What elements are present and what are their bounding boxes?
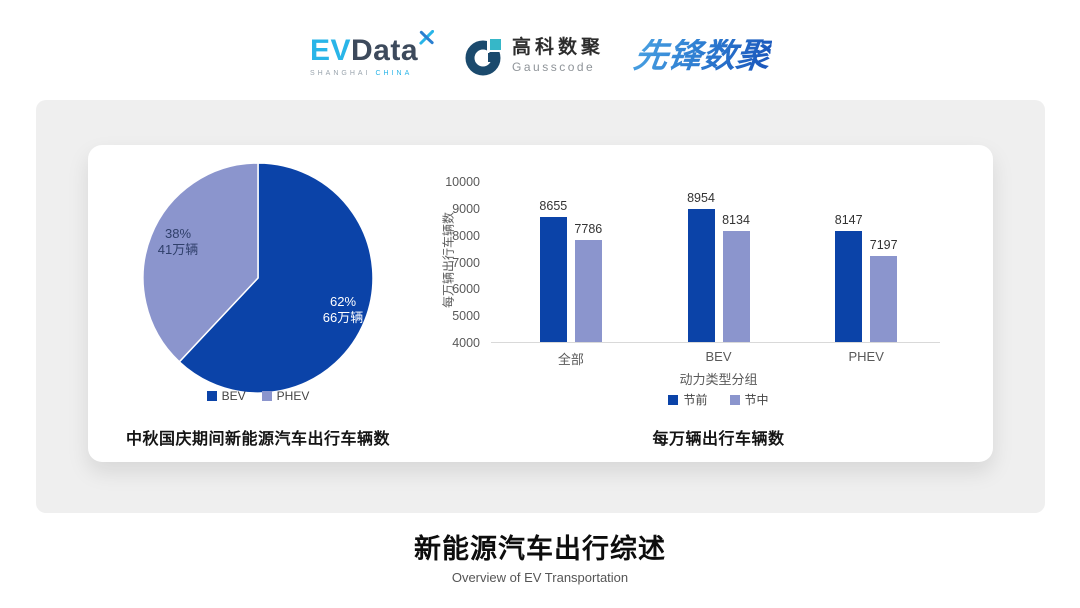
bar-group-全部: 8655 7786 xyxy=(497,182,645,342)
legend-item-PHEV: PHEV xyxy=(261,389,310,403)
legend-label: 节中 xyxy=(744,393,769,407)
bar-value-label: 8147 xyxy=(834,212,863,227)
x-category-label: PHEV xyxy=(848,349,884,364)
evdata-shanghai-text: SHANGHAI xyxy=(309,69,371,77)
bar-plot-area: 8655 7786 8954 8134 8147 7197 xyxy=(491,182,940,343)
page-subtitle: Overview of EV Transportation xyxy=(451,570,629,585)
evdata-logo: EV Data SHANGHAI CHINA xyxy=(309,29,435,77)
gausscode-wordmark: 高科数聚 Gausscode xyxy=(512,36,605,74)
bar-value-label: 8655 xyxy=(539,199,568,214)
legend-label: PHEV xyxy=(276,389,310,403)
legend-swatch-icon xyxy=(261,391,272,401)
y-tick-label: 4000 xyxy=(452,336,480,350)
x-cross-leaf-icon xyxy=(419,29,435,45)
x-category-label: BEV xyxy=(705,349,732,364)
y-tick-label: 8000 xyxy=(452,228,480,243)
legend-item-节前: 节前 xyxy=(668,391,708,408)
bar-BEV-节前: 8954 xyxy=(687,191,715,342)
legend-item-节中: 节中 xyxy=(729,391,769,408)
gausscode-cn-text: 高科数聚 xyxy=(512,36,605,58)
header-logos: EV Data SHANGHAI CHINA 高科数聚 Gausscode xyxy=(0,22,1080,90)
bar-全部-节中: 7786 xyxy=(574,222,602,342)
pie-chart-title: 中秋国庆期间新能源汽车出行车辆数 xyxy=(125,431,390,448)
g-ring-icon xyxy=(465,36,505,76)
bar-全部-节前: 8655 xyxy=(539,199,567,342)
charts-card: 62% 66万辆 38% 41万辆 BEV PHEV 中秋国庆期间新能源汽车出行车… xyxy=(88,145,993,462)
pie-label-phev-pct: 38% xyxy=(164,226,192,241)
bar-legend: 节前 节中 xyxy=(497,391,940,408)
bar-BEV-节中: 8134 xyxy=(722,213,750,342)
gausscode-logo: 高科数聚 Gausscode xyxy=(464,36,604,76)
bar-y-ticks: 10000 9000 8000 7000 6000 5000 4000 xyxy=(418,175,486,350)
x-category-label: 全部 xyxy=(557,352,584,367)
evdata-data-text: Data xyxy=(350,33,419,67)
evdata-wordmark: EV Data xyxy=(309,29,435,67)
pie-label-phev: 38% 41万辆 xyxy=(128,226,228,258)
bar-PHEV-节中: 7197 xyxy=(870,238,898,342)
pie-slice-phev xyxy=(142,162,259,363)
bar-x-axis-title: 动力类型分组 xyxy=(679,372,758,387)
y-tick-label: 7000 xyxy=(452,255,480,270)
legend-item-BEV: BEV xyxy=(206,389,246,403)
pie-legend: BEV PHEV xyxy=(88,389,428,403)
bar-PHEV-节前: 8147 xyxy=(835,213,863,342)
y-tick-label: 5000 xyxy=(452,309,480,324)
xianfeng-logo: 先锋数聚 xyxy=(631,37,773,75)
pie-label-phev-count: 41万辆 xyxy=(157,242,199,257)
pie-label-bev: 62% 66万辆 xyxy=(293,294,393,326)
y-tick-label: 10000 xyxy=(445,175,480,189)
evdata-subtext: SHANGHAI CHINA xyxy=(310,70,412,77)
bar-x-categories: 全部 BEV PHEV xyxy=(497,349,940,368)
legend-label: 节前 xyxy=(683,393,708,407)
pie-label-bev-pct: 62% xyxy=(329,294,357,309)
legend-label: BEV xyxy=(221,389,246,403)
legend-swatch-icon xyxy=(729,394,740,405)
bar-group-BEV: 8954 8134 xyxy=(645,182,793,342)
evdata-ev-text: EV xyxy=(309,33,351,67)
pie-slice-bev xyxy=(178,162,374,394)
y-tick-label: 9000 xyxy=(452,201,480,216)
pie-chart xyxy=(142,162,374,394)
legend-swatch-icon xyxy=(206,391,217,401)
bar-value-label: 7786 xyxy=(574,222,603,237)
bar-group-PHEV: 8147 7197 xyxy=(792,182,940,342)
bar-value-label: 8954 xyxy=(687,191,715,206)
legend-swatch-icon xyxy=(668,394,679,405)
bar-chart-title: 每万辆出行车辆数 xyxy=(652,431,785,448)
page-title: 新能源汽车出行综述 xyxy=(414,534,666,564)
pie-label-bev-count: 66万辆 xyxy=(322,310,364,325)
gausscode-en-text: Gausscode xyxy=(512,59,596,74)
bar-value-label: 8134 xyxy=(722,213,750,228)
bar-value-label: 7197 xyxy=(869,238,898,253)
evdata-china-text: CHINA xyxy=(375,69,413,77)
y-tick-label: 6000 xyxy=(452,282,480,297)
